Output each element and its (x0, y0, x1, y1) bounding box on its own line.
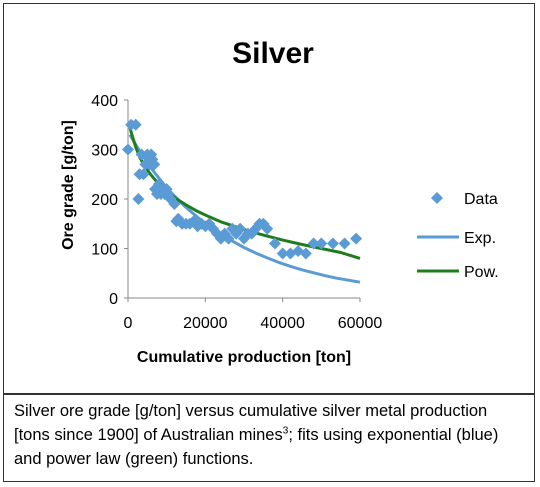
x-tick-label: 60000 (338, 315, 383, 332)
data-point (268, 237, 281, 250)
data-point (122, 143, 134, 156)
series-line-exp (128, 133, 361, 284)
figure-caption: Silver ore grade [g/ton] versus cumulati… (14, 399, 526, 471)
figure-frame (3, 3, 535, 482)
y-tick-label: 300 (91, 143, 118, 160)
data-points (122, 118, 363, 260)
data-point (299, 247, 312, 260)
data-point (148, 158, 161, 171)
x-tick-label: 40000 (260, 315, 305, 332)
caption-text-after: ; fits using exponential (blue) and powe… (14, 426, 499, 468)
chart: Silver Ore grade [g/ton] Cumulative prod… (60, 37, 499, 366)
y-axis-label: Ore grade [g/ton] (60, 120, 77, 250)
data-point (129, 118, 142, 131)
axis-ticks: 0 100 200 300 400 0 20000 40000 60000 (91, 93, 382, 332)
legend-label: Pow. (464, 264, 499, 281)
legend-marker-data (431, 192, 443, 204)
chart-title: Silver (232, 37, 314, 70)
y-tick-label: 400 (91, 93, 118, 110)
fit-lines (128, 126, 361, 284)
data-point (132, 193, 145, 205)
y-tick-label: 200 (91, 192, 118, 209)
x-axis-label: Cumulative production [ton] (137, 349, 351, 366)
x-tick-label: 20000 (183, 315, 228, 332)
y-tick-label: 100 (91, 242, 118, 259)
caption-superscript: 3 (282, 425, 289, 437)
legend-label: Exp. (464, 230, 496, 247)
data-point (338, 237, 351, 250)
data-point (326, 237, 339, 250)
data-point (276, 247, 289, 260)
data-point (234, 222, 247, 235)
data-point (137, 168, 150, 181)
x-tick-label: 0 (124, 315, 133, 332)
data-point (315, 237, 328, 250)
data-point (222, 232, 235, 245)
legend: Data Exp. Pow. (417, 191, 499, 281)
data-point (261, 222, 274, 235)
data-point (350, 232, 363, 245)
data-point (168, 197, 181, 210)
caption-text: Silver ore grade [g/ton] versus cumulati… (14, 402, 488, 444)
legend-label: Data (464, 191, 498, 208)
caption-divider (3, 393, 535, 395)
data-point (307, 237, 320, 250)
y-tick-label: 0 (109, 291, 118, 308)
